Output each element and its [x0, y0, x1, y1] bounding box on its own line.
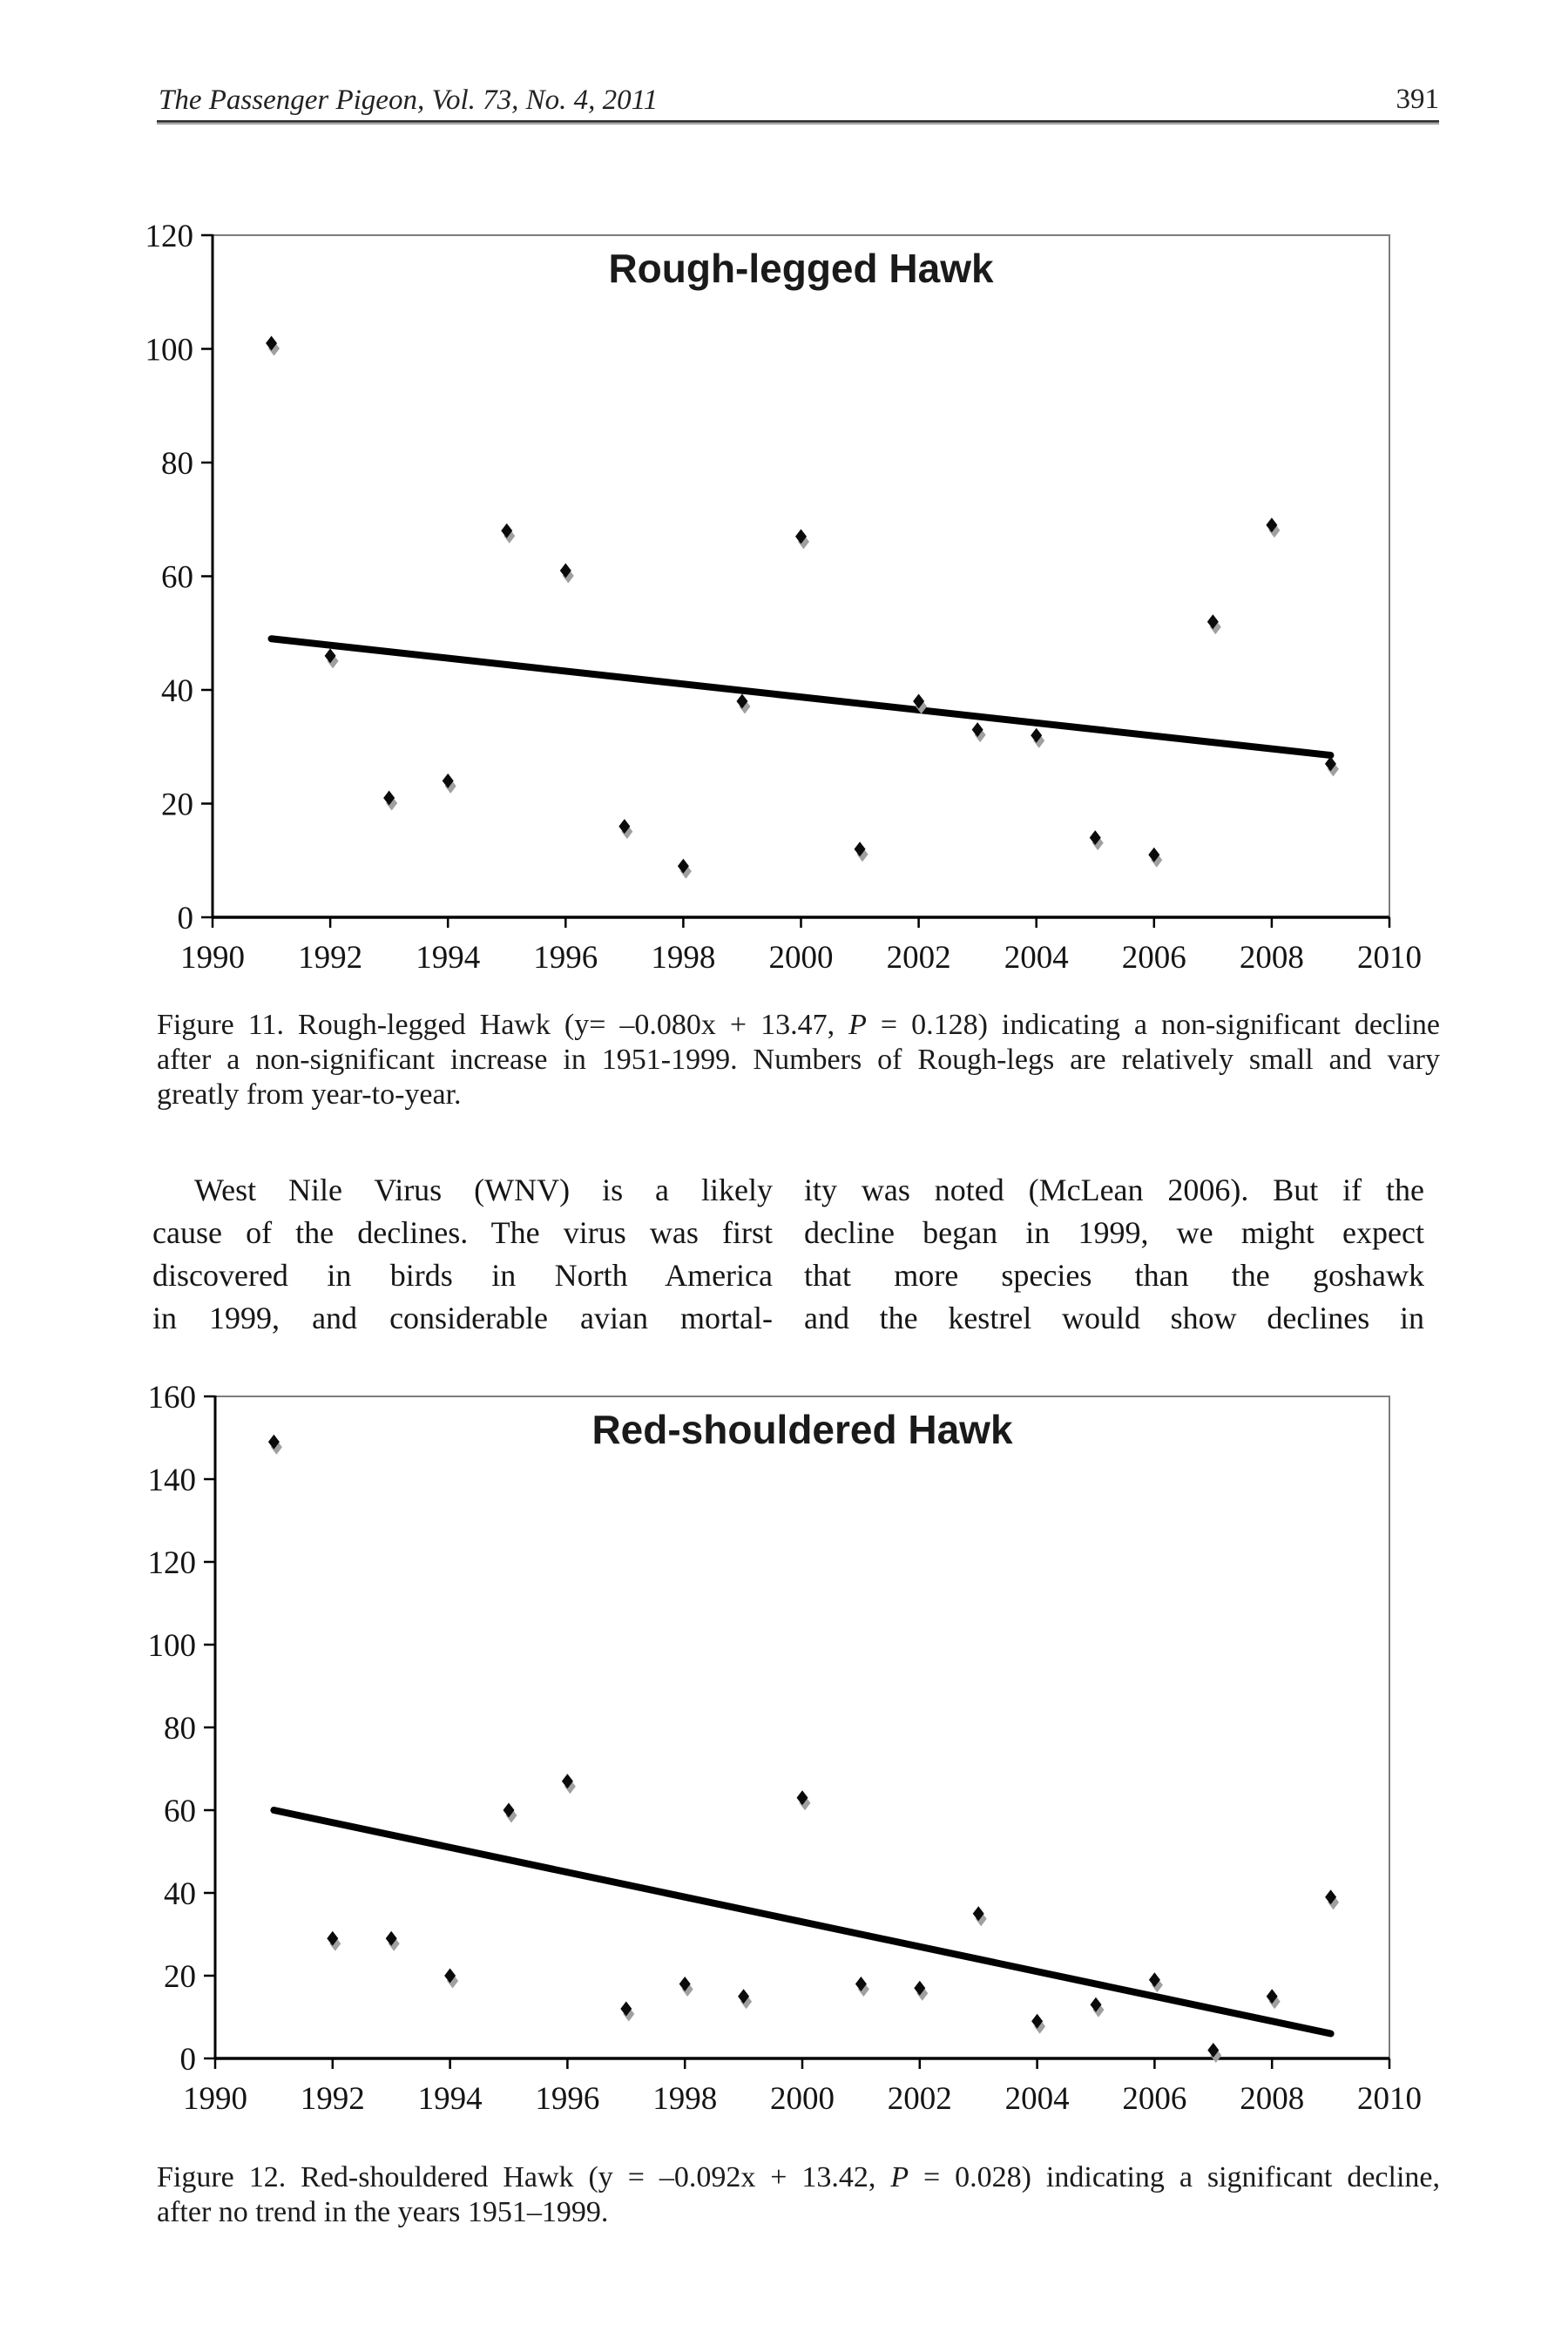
- data-point: [385, 1930, 397, 1946]
- y-tick-label: 0: [180, 2042, 197, 2078]
- body-text-right: ity was noted (McLean 2006). But if the d…: [804, 1173, 1424, 1335]
- y-tick-label: 60: [161, 560, 193, 596]
- data-point: [1031, 727, 1043, 743]
- y-tick-label: 160: [148, 1380, 197, 1416]
- x-tick-label: 2008: [1240, 940, 1304, 976]
- x-tick-label: 1998: [651, 940, 715, 976]
- plot-frame: [214, 1396, 1390, 2059]
- figure-11-caption: Figure 11. Rough-legged Hawk (y= –0.080x…: [157, 1009, 1440, 1111]
- chart-title: Red-shouldered Hawk: [591, 1407, 1013, 1452]
- data-point: [796, 1790, 808, 1806]
- y-tick-label: 80: [161, 446, 193, 482]
- x-tick-label: 2002: [888, 2081, 952, 2117]
- data-point: [855, 1977, 867, 1991]
- plot-frame: [212, 234, 1390, 918]
- trend-line: [267, 635, 1335, 760]
- data-point: [1266, 1989, 1278, 2004]
- data-point: [266, 335, 278, 351]
- data-point: [795, 529, 807, 544]
- data-point: [972, 1906, 984, 1922]
- data-point: [327, 1930, 339, 1946]
- y-tick-label: 40: [164, 1876, 196, 1912]
- body-text-left: West Nile Virus (WNV) is a likely cause o…: [152, 1173, 773, 1335]
- y-tick-label: 100: [145, 333, 194, 368]
- x-tick-label: 1990: [183, 2081, 247, 2117]
- x-tick-label: 1992: [301, 2081, 365, 2117]
- y-tick-label: 60: [164, 1794, 196, 1829]
- x-tick-label: 2000: [769, 940, 834, 976]
- x-tick-label: 1998: [652, 2081, 717, 2117]
- x-tick-label: 1994: [418, 2081, 483, 2117]
- rough-legged-hawk-scatter-chart: 0 20 40 60 80 100 120 1990 1992 1994 1996 1998 2000 2…: [145, 219, 1423, 976]
- data-point: [618, 819, 631, 835]
- x-tick-label: 2010: [1357, 2081, 1422, 2117]
- x-tick-label: 2006: [1122, 2081, 1186, 2117]
- data-point: [971, 722, 983, 738]
- x-tick-label: 1992: [298, 940, 362, 976]
- journal-header-title: The Passenger Pigeon, Vol. 73, No. 4, 20…: [159, 84, 659, 116]
- data-point: [1031, 2013, 1044, 2029]
- data-point: [1325, 1889, 1337, 1905]
- data-point: [1207, 2043, 1220, 2058]
- data-point: [1089, 830, 1101, 846]
- header-rule: [157, 120, 1439, 125]
- data-point: [677, 858, 689, 874]
- data-point: [913, 693, 925, 709]
- data-point: [1324, 756, 1336, 772]
- data-point: [620, 2001, 632, 2017]
- data-point: [1148, 847, 1160, 862]
- y-tick-label: 0: [178, 901, 194, 936]
- x-tick-label: 2002: [887, 940, 951, 976]
- data-point: [1266, 517, 1278, 533]
- x-tick-label: 1996: [535, 2081, 599, 2117]
- data-point: [503, 1802, 515, 1818]
- x-tick-label: 1994: [416, 940, 480, 976]
- data-point: [1148, 1972, 1160, 1988]
- data-point-shadow: [268, 341, 280, 356]
- data-point: [267, 1434, 280, 1450]
- x-tick-label: 2008: [1240, 2081, 1304, 2117]
- page-number: 391: [1396, 84, 1440, 115]
- y-tick-label: 120: [148, 1545, 197, 1581]
- data-point: [736, 693, 748, 709]
- data-point: [679, 1977, 691, 1991]
- x-tick-label: 2006: [1122, 940, 1186, 976]
- data-point: [561, 1774, 573, 1789]
- data-point: [914, 1980, 926, 1996]
- y-tick-label: 20: [164, 1959, 196, 1995]
- data-point: [1090, 1997, 1102, 2012]
- x-tick-label: 2010: [1357, 940, 1422, 976]
- y-tick-label: 20: [161, 787, 193, 823]
- trend-line: [270, 1807, 1335, 2038]
- x-tick-label: 1996: [533, 940, 598, 976]
- red-shouldered-hawk-scatter-chart: 0 20 40 60 80 100 120 140 160 1990 1992 1994 1996 199…: [148, 1380, 1423, 2117]
- x-tick-label: 2004: [1005, 2081, 1070, 2117]
- data-point: [324, 648, 336, 664]
- data-point: [854, 841, 866, 857]
- data-point-shadow: [447, 1973, 459, 1989]
- chart-title: Rough-legged Hawk: [608, 246, 994, 291]
- data-point: [1206, 614, 1219, 630]
- y-tick-label: 40: [161, 673, 193, 709]
- x-tick-label: 2000: [770, 2081, 835, 2117]
- data-point: [383, 790, 395, 806]
- data-point-shadow: [562, 568, 574, 584]
- y-tick-label: 80: [164, 1711, 196, 1747]
- data-point: [738, 1989, 750, 2004]
- y-tick-label: 120: [145, 219, 194, 254]
- y-tick-label: 140: [148, 1463, 197, 1498]
- figure-12-caption: Figure 12. Red-shouldered Hawk (y = –0.0…: [157, 2161, 1440, 2228]
- x-tick-label: 2004: [1004, 940, 1069, 976]
- y-tick-label: 100: [148, 1628, 197, 1664]
- data-point: [501, 523, 513, 538]
- x-tick-label: 1990: [180, 940, 245, 976]
- data-point: [559, 563, 571, 578]
- data-point: [442, 773, 454, 788]
